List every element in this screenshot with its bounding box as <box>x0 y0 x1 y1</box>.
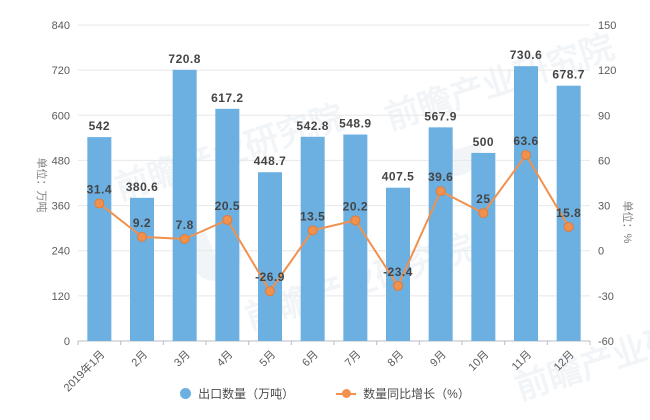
bar-value-label: 730.6 <box>510 48 543 62</box>
line-point-12月 <box>563 221 574 232</box>
line-value-label: 63.6 <box>513 134 538 148</box>
growth-line <box>98 154 570 293</box>
right-axis-tick-label: 30 <box>598 201 610 213</box>
bar-5月 <box>258 172 282 341</box>
bar-2月 <box>130 197 154 341</box>
line-point-11月 <box>521 150 531 161</box>
right-axis-tick-label: 120 <box>598 65 616 77</box>
x-axis-label-6月: 6月 <box>300 349 321 370</box>
legend-item-export-quantity[interactable]: 出口数量（万吨） <box>180 385 294 402</box>
bar-value-label: 380.6 <box>126 180 159 194</box>
line-value-label: 15.8 <box>556 206 581 220</box>
right-axis-tick-label: -60 <box>598 336 614 348</box>
bar-value-label: 542 <box>89 119 111 133</box>
x-axis-label-7月: 7月 <box>343 349 364 370</box>
line-point-9月 <box>435 186 446 197</box>
right-axis-tick-label: 60 <box>598 155 610 167</box>
svg-text:前瞻产业研究院: 前瞻产业研究院 <box>380 27 618 138</box>
left-axis-tick-label: 600 <box>52 110 70 122</box>
bar-value-label: 407.5 <box>382 170 415 184</box>
bar-7月 <box>343 134 368 341</box>
bar-6月 <box>300 136 325 341</box>
left-axis-tick-label: 120 <box>52 291 70 303</box>
legend-bar-label: 出口数量（万吨） <box>198 387 295 401</box>
left-axis-tick-label: 360 <box>52 201 70 213</box>
line-point-3月 <box>179 233 190 244</box>
chart-legend: 出口数量（万吨） 数量同比增长（%） <box>0 385 650 402</box>
line-point-2月 <box>137 231 147 242</box>
line-value-label: 9.2 <box>133 216 151 230</box>
line-value-label: -23.4 <box>383 265 413 279</box>
bar-value-label: 548.9 <box>339 117 372 131</box>
x-axis-label-9月: 9月 <box>428 349 449 370</box>
right-axis-title: 单位：% <box>621 201 635 244</box>
line-point-2019年1月 <box>94 198 105 209</box>
x-axis-label-4月: 4月 <box>215 349 236 370</box>
legend-bar-marker-icon <box>180 388 192 399</box>
left-axis-tick-label: 720 <box>52 65 70 77</box>
bar-8月 <box>386 187 410 341</box>
bar-3月 <box>172 69 197 341</box>
line-value-label: 20.5 <box>215 199 240 213</box>
x-axis-label-8月: 8月 <box>386 349 407 370</box>
line-value-label: -26.9 <box>255 270 285 284</box>
x-axis-label-10月: 10月 <box>467 349 492 374</box>
line-value-label: 25 <box>476 192 490 206</box>
legend-item-yoy-growth[interactable]: 数量同比增长（%） <box>336 385 470 402</box>
bar-11月 <box>514 66 538 341</box>
bar-9月 <box>428 127 453 342</box>
bar-value-label: 542.8 <box>296 119 329 133</box>
line-point-4月 <box>222 214 233 225</box>
line-point-10月 <box>478 208 489 219</box>
right-axis-tick-label: 0 <box>598 246 604 258</box>
x-axis-label-3月: 3月 <box>172 349 193 370</box>
left-axis-tick-label: 480 <box>52 155 70 167</box>
line-point-6月 <box>307 225 318 236</box>
line-point-5月 <box>265 286 275 297</box>
bar-value-label: 567.9 <box>424 109 457 123</box>
line-value-label: 13.5 <box>300 209 325 223</box>
x-axis-label-5月: 5月 <box>258 349 279 370</box>
right-axis-tick-label: 150 <box>598 20 616 32</box>
left-axis-tick-label: 0 <box>64 336 70 348</box>
bar-value-label: 448.7 <box>254 154 287 168</box>
line-point-8月 <box>393 280 403 291</box>
left-axis-tick-label: 240 <box>52 246 70 258</box>
legend-line-marker-icon <box>336 388 357 399</box>
bar-4月 <box>215 108 240 341</box>
bar-value-label: 720.8 <box>168 52 201 66</box>
bar-10月 <box>471 152 496 341</box>
bar-value-label: 500 <box>473 135 495 149</box>
bar-2019年1月 <box>87 137 112 341</box>
bar-value-label: 678.7 <box>552 68 585 82</box>
line-value-label: 31.4 <box>87 182 112 196</box>
line-value-label: 7.8 <box>176 218 194 232</box>
x-axis-label-2月: 2月 <box>130 349 151 370</box>
bar-value-label: 617.2 <box>211 91 244 105</box>
right-axis-tick-label: -30 <box>598 291 614 303</box>
line-point-7月 <box>350 215 361 226</box>
left-axis-tick-label: 840 <box>52 20 70 32</box>
line-value-label: 20.2 <box>343 199 368 213</box>
right-axis-tick-label: 90 <box>598 110 610 122</box>
line-value-label: 39.6 <box>428 170 453 184</box>
legend-line-label: 数量同比增长（%） <box>363 387 470 401</box>
left-axis-title: 单位：万吨 <box>35 158 49 213</box>
